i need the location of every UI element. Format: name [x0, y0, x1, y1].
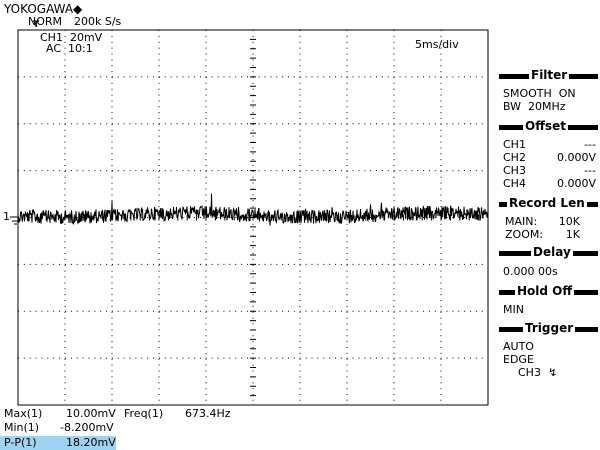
header-label: Trigger — [523, 321, 576, 335]
offset-value: --- — [584, 164, 596, 177]
offset-channel: CH2 — [503, 151, 526, 164]
channel-scale: CH1 20mV — [40, 31, 103, 44]
meas-label: Freq(1) — [124, 407, 164, 420]
channel-marker: 1 — [3, 210, 10, 223]
trigger-setting: CH3 ↯ — [518, 366, 558, 379]
section-header: Trigger — [495, 321, 598, 335]
delay-value: 0.000 00s — [503, 265, 558, 278]
noise-trace — [17, 193, 489, 226]
trigger-setting: AUTO — [503, 340, 534, 353]
record-value: 1K — [565, 228, 580, 241]
brand: YOKOGAWA◆ — [4, 2, 83, 16]
meas-label: Max(1) — [4, 407, 43, 420]
coupling: AC 10:1 — [46, 42, 93, 55]
section-header: Hold Off — [495, 284, 598, 298]
acq-mode: NORM — [28, 15, 63, 28]
timebase: 5ms/div — [415, 38, 459, 51]
ground-symbol — [10, 216, 18, 225]
section-header: Filter — [495, 68, 598, 82]
trigger-marker: T — [33, 20, 40, 30]
filter-setting: SMOOTH ON — [503, 87, 576, 100]
meas-label: Min(1) — [4, 421, 40, 434]
header-label: Delay — [531, 245, 573, 259]
meas-value: 673.4Hz — [185, 407, 231, 420]
offset-value: 0.000V — [556, 151, 596, 164]
filter-setting: BW 20MHz — [503, 100, 566, 113]
section-header: Delay — [495, 245, 598, 259]
offset-value: 0.000V — [556, 177, 596, 190]
record-label: MAIN: — [505, 215, 538, 228]
header-label: Filter — [529, 68, 570, 82]
record-label: ZOOM: — [505, 228, 544, 241]
offset-channel: CH1 — [503, 138, 526, 151]
meas-value: -8.200mV — [60, 421, 114, 434]
offset-channel: CH4 — [503, 177, 526, 190]
header-label: Record Len — [507, 196, 587, 210]
trigger-setting: EDGE — [503, 353, 534, 366]
offset-value: --- — [584, 138, 596, 151]
hold-off-value: MIN — [503, 303, 524, 316]
record-value: 10K — [558, 215, 580, 228]
offset-channel: CH3 — [503, 164, 526, 177]
header-label: Hold Off — [515, 284, 575, 298]
header-label: Offset — [523, 119, 568, 133]
sample-rate: 200k S/s — [74, 15, 122, 28]
highlight — [0, 436, 116, 450]
meas-value: 10.00mV — [66, 407, 116, 420]
section-header: Offset — [495, 119, 598, 133]
section-header: Record Len — [495, 196, 598, 210]
meas-value: 18.20mV — [66, 436, 116, 449]
meas-label: P-P(1) — [4, 436, 37, 449]
